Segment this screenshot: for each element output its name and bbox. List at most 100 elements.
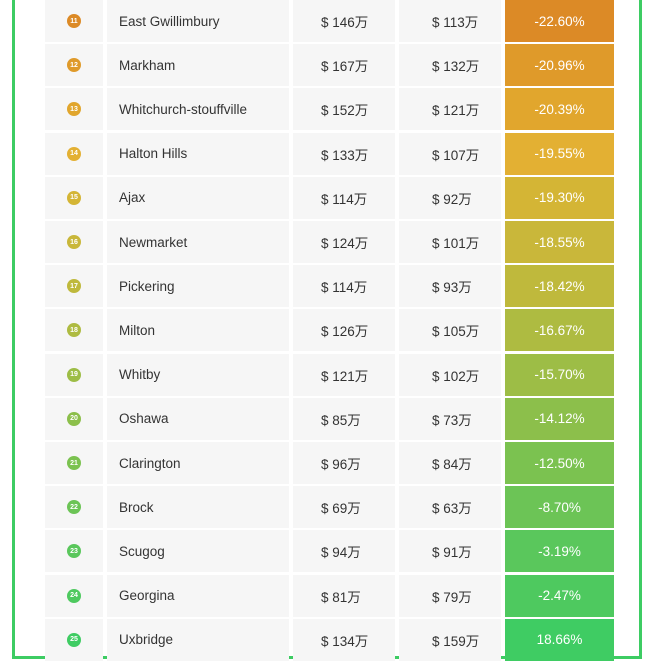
rank-cell: 22 [45, 486, 103, 529]
city-name: Brock [107, 486, 289, 529]
price-2: $ 132万 [399, 44, 501, 87]
rank-cell: 20 [45, 397, 103, 440]
rank-badge: 21 [67, 456, 81, 470]
price-2: $ 92万 [399, 176, 501, 219]
table-row: 19 Whitby $ 121万 $ 102万 -15.70% [45, 353, 615, 396]
city-name: Markham [107, 44, 289, 87]
rank-badge: 19 [67, 367, 81, 382]
table-row: 16 Newmarket $ 124万 $ 101万 -18.55% [45, 221, 615, 263]
price-1: $ 134万 [293, 618, 395, 661]
rank-cell: 16 [45, 221, 103, 263]
rank-cell: 23 [45, 530, 103, 573]
change-cell: -14.12% [505, 397, 614, 440]
city-name: Whitby [107, 353, 289, 396]
price-2: $ 93万 [399, 265, 501, 308]
change-cell: -18.42% [505, 265, 614, 308]
rank-cell: 12 [45, 44, 103, 87]
city-name: East Gwillimbury [107, 0, 289, 42]
change-cell: -2.47% [505, 574, 614, 617]
rank-badge: 24 [67, 588, 81, 603]
city-name: Oshawa [107, 397, 289, 440]
price-2: $ 159万 [399, 618, 501, 661]
table-row: 11 East Gwillimbury $ 146万 $ 113万 -22.60% [45, 0, 615, 42]
price-1: $ 133万 [293, 132, 395, 175]
change-cell: -18.55% [505, 221, 614, 263]
price-2: $ 73万 [399, 397, 501, 440]
change-cell: -3.19% [505, 530, 614, 573]
price-2: $ 113万 [399, 0, 501, 42]
table-row: 14 Halton Hills $ 133万 $ 107万 -19.55% [45, 132, 615, 175]
table-row: 12 Markham $ 167万 $ 132万 -20.96% [45, 44, 615, 87]
rank-cell: 25 [45, 618, 103, 661]
table-row: 21 Clarington $ 96万 $ 84万 -12.50% [45, 442, 615, 484]
table-row: 22 Brock $ 69万 $ 63万 -8.70% [45, 486, 615, 529]
city-name: Ajax [107, 176, 289, 219]
table-row: 18 Milton $ 126万 $ 105万 -16.67% [45, 309, 615, 352]
price-2: $ 107万 [399, 132, 501, 175]
price-1: $ 94万 [293, 530, 395, 573]
price-1: $ 167万 [293, 44, 395, 87]
change-cell: -16.67% [505, 309, 614, 352]
price-1: $ 146万 [293, 0, 395, 42]
rank-badge: 16 [67, 235, 81, 249]
price-1: $ 85万 [293, 397, 395, 440]
city-name: Milton [107, 309, 289, 352]
rank-badge: 22 [67, 500, 81, 515]
change-cell: -15.70% [505, 353, 614, 396]
price-1: $ 124万 [293, 221, 395, 263]
city-name: Scugog [107, 530, 289, 573]
city-name: Whitchurch-stouffville [107, 88, 289, 131]
price-2: $ 79万 [399, 574, 501, 617]
table-row: 15 Ajax $ 114万 $ 92万 -19.30% [45, 176, 615, 219]
table-row: 23 Scugog $ 94万 $ 91万 -3.19% [45, 530, 615, 573]
rank-badge: 11 [67, 14, 81, 28]
change-cell: -12.50% [505, 442, 614, 484]
price-2: $ 105万 [399, 309, 501, 352]
city-name: Newmarket [107, 221, 289, 263]
price-1: $ 152万 [293, 88, 395, 131]
rank-badge: 23 [67, 544, 81, 559]
change-cell: -20.96% [505, 44, 614, 87]
change-cell: 18.66% [505, 618, 614, 661]
price-2: $ 63万 [399, 486, 501, 529]
change-cell: -20.39% [505, 88, 614, 131]
rank-cell: 19 [45, 353, 103, 396]
change-cell: -19.55% [505, 132, 614, 175]
rank-cell: 21 [45, 442, 103, 484]
price-2: $ 101万 [399, 221, 501, 263]
price-1: $ 114万 [293, 265, 395, 308]
city-name: Georgina [107, 574, 289, 617]
price-2: $ 121万 [399, 88, 501, 131]
table-row: 13 Whitchurch-stouffville $ 152万 $ 121万 -20.… [45, 88, 615, 131]
city-name: Uxbridge [107, 618, 289, 661]
price-1: $ 121万 [293, 353, 395, 396]
table-row: 17 Pickering $ 114万 $ 93万 -18.42% [45, 265, 615, 308]
price-1: $ 96万 [293, 442, 395, 484]
rank-badge: 20 [67, 411, 81, 426]
price-2: $ 84万 [399, 442, 501, 484]
rank-badge: 14 [67, 146, 81, 161]
change-cell: -22.60% [505, 0, 614, 42]
rank-badge: 13 [67, 102, 81, 117]
rank-badge: 25 [67, 632, 81, 647]
city-name: Pickering [107, 265, 289, 308]
rank-cell: 13 [45, 88, 103, 131]
table-row: 25 Uxbridge $ 134万 $ 159万 18.66% [45, 618, 615, 661]
change-cell: -8.70% [505, 486, 614, 529]
price-2: $ 91万 [399, 530, 501, 573]
rank-badge: 12 [67, 58, 81, 73]
table-row: 20 Oshawa $ 85万 $ 73万 -14.12% [45, 397, 615, 440]
rank-badge: 17 [67, 279, 81, 294]
change-cell: -19.30% [505, 176, 614, 219]
rank-cell: 17 [45, 265, 103, 308]
price-2: $ 102万 [399, 353, 501, 396]
city-name: Halton Hills [107, 132, 289, 175]
rank-cell: 14 [45, 132, 103, 175]
rank-cell: 11 [45, 0, 103, 42]
price-1: $ 114万 [293, 176, 395, 219]
rank-cell: 15 [45, 176, 103, 219]
price-1: $ 81万 [293, 574, 395, 617]
rank-badge: 18 [67, 323, 81, 338]
price-1: $ 126万 [293, 309, 395, 352]
rank-cell: 18 [45, 309, 103, 352]
